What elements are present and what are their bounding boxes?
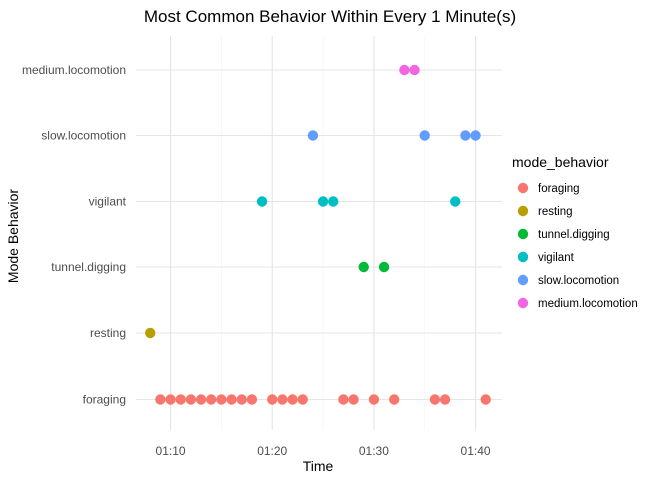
data-point-foraging: [429, 394, 441, 405]
data-point-slow-locomotion: [419, 130, 430, 141]
data-point-foraging: [297, 394, 308, 405]
data-point-foraging: [439, 394, 451, 405]
x-axis-title: Time: [303, 458, 334, 474]
legend: mode_behavior foraging resting tunnel.digg…: [512, 154, 638, 310]
legend-label: foraging: [538, 183, 580, 195]
chart-title: Most Common Behavior Within Every 1 Minu…: [144, 7, 516, 26]
legend-key: [517, 182, 529, 194]
data-point-foraging: [165, 394, 176, 405]
data-point-vigilant: [256, 196, 268, 207]
legend-label: medium.locomotion: [538, 298, 638, 310]
y-tick-label: slow.locomotion: [41, 129, 126, 143]
data-point-foraging: [195, 394, 207, 405]
points-layer: [145, 64, 491, 405]
data-point-foraging: [480, 394, 491, 405]
data-point-foraging: [216, 394, 227, 405]
legend-label: resting: [538, 206, 573, 218]
data-point-medium-locomotion: [409, 64, 420, 76]
data-point-foraging: [185, 394, 197, 405]
y-tick-label: vigilant: [89, 195, 127, 209]
data-point-foraging: [226, 394, 237, 405]
legend-key: [517, 205, 529, 217]
legend-label: slow.locomotion: [538, 275, 619, 287]
data-point-foraging: [236, 394, 247, 405]
legend-label: vigilant: [538, 252, 575, 264]
data-point-foraging: [175, 394, 186, 405]
data-point-vigilant: [317, 196, 329, 207]
legend-label: tunnel.digging: [538, 229, 610, 241]
data-point-resting: [145, 327, 156, 339]
data-point-foraging: [287, 394, 298, 405]
legend-key: [517, 228, 529, 240]
x-tick-label: 01:20: [257, 444, 287, 458]
y-tick-labels: foraging resting tunnel.digging vigilant slo…: [22, 63, 127, 407]
legend-key: [517, 251, 529, 263]
data-point-foraging: [246, 394, 258, 405]
data-point-foraging: [206, 394, 217, 405]
data-point-slow-locomotion: [307, 130, 319, 141]
data-point-foraging: [267, 394, 278, 405]
x-tick-label: 01:10: [156, 444, 186, 458]
legend-key: [517, 274, 529, 286]
data-point-slow-locomotion: [460, 130, 471, 141]
legend-key: [517, 297, 529, 309]
data-point-tunnel-digging: [378, 261, 390, 273]
legend-title: mode_behavior: [512, 154, 609, 170]
data-point-foraging: [155, 394, 166, 405]
x-tick-labels: 01:10 01:20 01:30 01:40: [156, 444, 491, 458]
data-point-slow-locomotion: [470, 130, 481, 141]
data-point-vigilant: [328, 196, 339, 207]
y-tick-label: tunnel.digging: [51, 260, 126, 274]
data-point-foraging: [368, 394, 380, 405]
y-tick-label: resting: [90, 326, 126, 340]
data-point-foraging: [277, 394, 288, 405]
data-point-foraging: [389, 394, 400, 405]
y-tick-label: medium.locomotion: [22, 63, 126, 77]
grid-layer: [136, 36, 502, 430]
data-point-vigilant: [450, 196, 461, 207]
y-axis-title: Mode Behavior: [5, 189, 21, 284]
data-point-foraging: [348, 394, 359, 405]
x-tick-label: 01:40: [461, 444, 491, 458]
data-point-medium-locomotion: [399, 64, 410, 76]
x-tick-label: 01:30: [359, 444, 389, 458]
data-point-foraging: [338, 394, 349, 405]
y-tick-label: foraging: [83, 393, 126, 407]
data-point-tunnel-digging: [358, 261, 369, 273]
